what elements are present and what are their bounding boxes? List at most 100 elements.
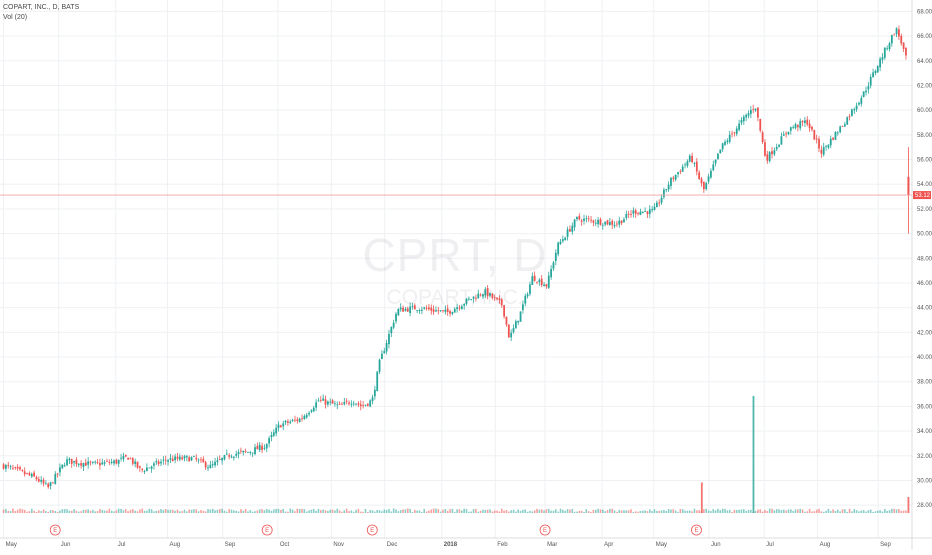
volume-bar — [207, 509, 209, 513]
volume-bar — [96, 511, 99, 513]
volume-bar — [456, 509, 458, 513]
earnings-marker[interactable] — [539, 524, 551, 536]
candle-body — [484, 289, 487, 296]
volume-bar — [569, 509, 571, 513]
volume-bar — [275, 508, 277, 513]
candle-body — [411, 305, 414, 307]
candle-body — [416, 310, 419, 311]
volume-bar — [223, 510, 226, 513]
volume-bar — [374, 511, 376, 513]
y-tick-label: 58.00 — [917, 133, 932, 139]
volume-bar — [216, 509, 219, 513]
earnings-marker[interactable] — [49, 524, 61, 536]
volume-bar — [658, 510, 661, 513]
volume-bar — [45, 511, 47, 513]
candle-body — [143, 471, 146, 472]
candle-body — [543, 284, 545, 287]
volume-bar — [89, 510, 92, 513]
earnings-marker[interactable] — [366, 524, 378, 536]
volume-bar — [350, 510, 353, 513]
candle-body — [710, 170, 712, 178]
candle-body — [127, 457, 130, 460]
candle-body — [698, 172, 701, 180]
candle-body — [256, 445, 259, 450]
candle-body — [865, 90, 867, 93]
candle-body — [221, 457, 224, 461]
volume-bar — [841, 509, 844, 513]
candle-body — [148, 467, 151, 469]
volume-bar — [244, 508, 247, 513]
volume-bar — [179, 511, 181, 513]
candle-body — [519, 311, 522, 322]
candle-body — [26, 473, 28, 474]
candle-body — [482, 294, 484, 297]
volume-bar — [442, 509, 444, 513]
volume-bar — [529, 510, 531, 513]
volume-bar — [519, 510, 522, 513]
candle-body — [573, 219, 576, 228]
volume-bar — [127, 511, 129, 513]
volume-bar — [63, 509, 66, 513]
volume-indicator-label[interactable]: Vol (20) — [3, 14, 28, 21]
candle-body — [430, 307, 433, 311]
candle-body — [627, 213, 630, 215]
volume-bar — [5, 508, 7, 513]
candle-body — [717, 153, 719, 160]
volume-bar — [468, 511, 470, 513]
volume-bar — [68, 510, 71, 513]
candle-body — [740, 120, 743, 123]
candle-body — [162, 459, 165, 461]
volume-bar — [273, 509, 275, 513]
volume-bar — [538, 509, 541, 513]
candle-body — [533, 275, 536, 281]
candle-body — [9, 466, 12, 468]
candle-body — [876, 66, 879, 73]
candle-body — [373, 389, 376, 397]
volume-bar — [876, 510, 879, 513]
y-tick-label: 30.00 — [917, 478, 932, 484]
volume-bar — [334, 510, 336, 513]
volume-bar — [310, 509, 313, 513]
candle-body — [547, 275, 550, 288]
volume-bar — [898, 509, 900, 513]
volume-bar — [606, 510, 609, 513]
volume-bar — [851, 511, 853, 513]
current-price-line: 53.12 — [0, 191, 931, 200]
volume-bar — [559, 508, 562, 513]
volume-bar — [327, 510, 329, 513]
candle-body — [244, 450, 247, 452]
candle-body — [536, 281, 538, 283]
volume-bar — [378, 510, 381, 513]
volume-bar — [343, 510, 346, 513]
volume-bar — [233, 510, 235, 513]
candle-body — [251, 452, 254, 454]
candle-body — [207, 467, 209, 469]
candle-body — [432, 309, 435, 312]
candle-body — [630, 214, 632, 215]
candle-body — [705, 183, 708, 189]
candle-body — [862, 91, 865, 98]
candle-body — [507, 324, 510, 338]
candle-body — [475, 297, 477, 299]
candle-body — [211, 464, 214, 466]
volume-bar — [808, 508, 811, 513]
y-tick-label: 60.00 — [917, 108, 932, 114]
volume-bar — [773, 510, 776, 513]
volume-bar — [303, 509, 306, 513]
volume-bar — [714, 510, 717, 513]
candle-body — [639, 211, 642, 215]
earnings-marker[interactable] — [691, 524, 702, 536]
volume-bar — [696, 510, 698, 513]
volume-bar — [902, 510, 905, 513]
earnings-marker[interactable] — [261, 524, 273, 536]
volume-bar — [14, 510, 17, 513]
volume-bar — [609, 508, 611, 513]
candle-body — [420, 309, 423, 311]
volume-bar — [681, 509, 684, 513]
candle-body — [512, 328, 515, 333]
volume-bar — [136, 511, 139, 513]
chart-legend: COPART, INC., D, BATS Vol (20) — [3, 3, 79, 23]
volume-bar — [359, 511, 362, 513]
